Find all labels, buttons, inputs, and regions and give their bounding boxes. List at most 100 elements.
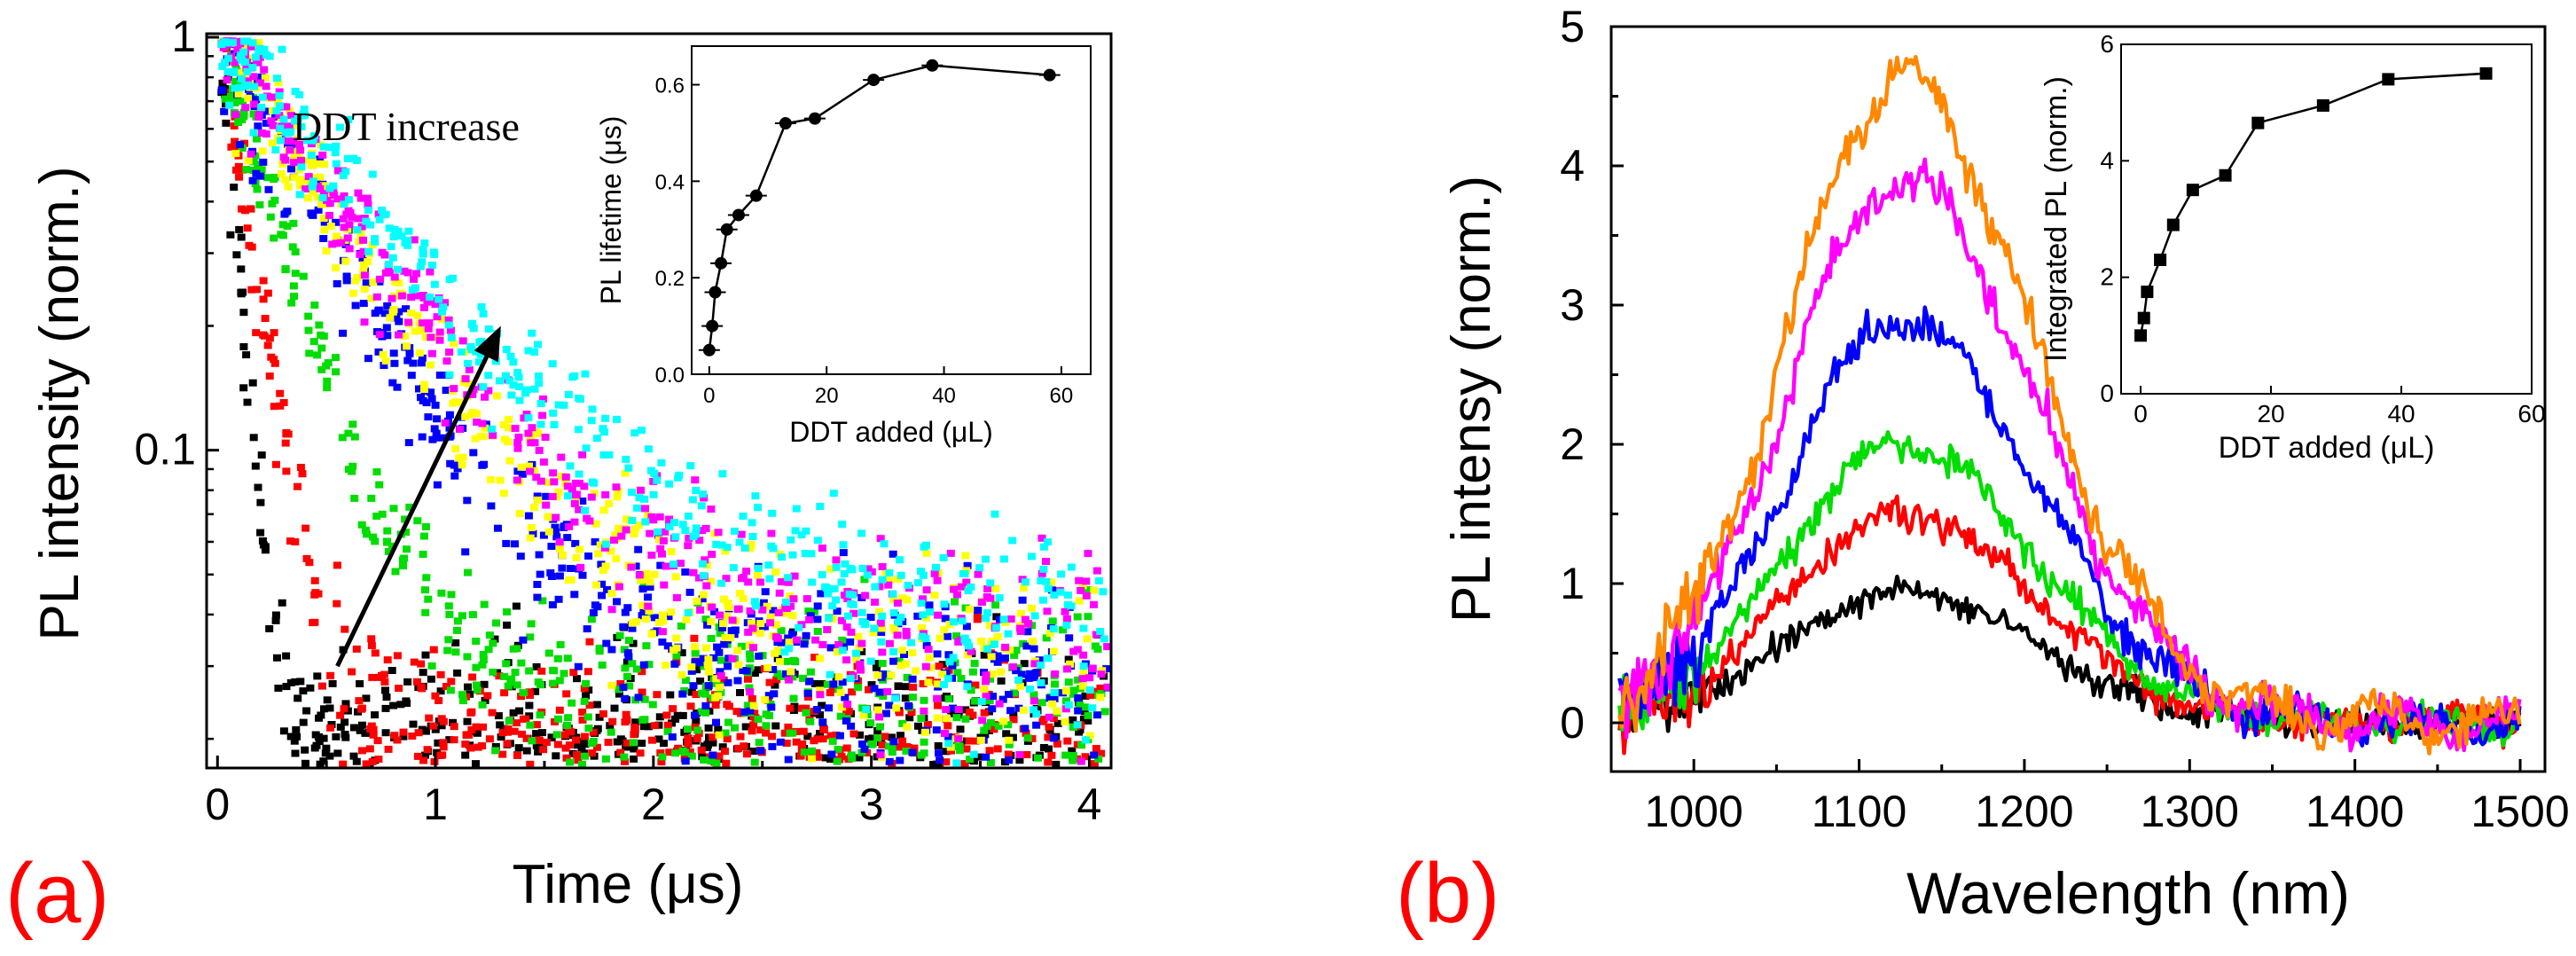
decay-point (330, 192, 339, 200)
decay-point (374, 348, 383, 356)
decay-point (997, 668, 1006, 676)
decay-point (575, 426, 583, 434)
decay-point (301, 759, 309, 767)
decay-point (296, 182, 305, 190)
decay-point (275, 88, 284, 96)
decay-point (512, 602, 521, 610)
decay-point (707, 757, 716, 764)
decay-point (965, 606, 974, 614)
decay-point (857, 639, 866, 647)
decay-point (967, 584, 975, 591)
decay-point (699, 490, 708, 498)
decay-point (429, 646, 438, 654)
decay-point (774, 609, 783, 616)
decay-point (715, 684, 724, 691)
decay-point (313, 193, 322, 201)
decay-point (1050, 694, 1059, 702)
decay-point (325, 752, 334, 760)
decay-point (735, 538, 744, 546)
inset-x-tick-label: 60 (1050, 384, 1074, 408)
decay-point (251, 462, 260, 470)
decay-point (368, 757, 377, 765)
decay-point (528, 424, 536, 432)
spectrum-line-6 (1617, 54, 2522, 756)
inset-point (715, 256, 728, 270)
decay-point (503, 608, 512, 615)
decay-point (933, 680, 942, 688)
decay-point (804, 693, 812, 701)
decay-point (542, 492, 551, 500)
decay-point (278, 45, 286, 53)
decay-point (530, 349, 539, 356)
y-tick-label: 1 (171, 12, 196, 61)
decay-point (503, 740, 512, 748)
decay-point (714, 692, 723, 700)
decay-point (517, 693, 526, 701)
inset-y-tick-label: 0.6 (655, 74, 685, 98)
decay-point (977, 698, 986, 706)
decay-point (892, 704, 901, 712)
decay-point (991, 601, 1000, 609)
decay-point (685, 748, 694, 756)
decay-point (744, 578, 753, 586)
decay-point (909, 683, 918, 691)
decay-point (1051, 670, 1060, 678)
decay-point (1048, 700, 1057, 708)
decay-point (721, 729, 730, 737)
decay-point (1078, 682, 1087, 690)
decay-point (849, 591, 857, 599)
decay-point (255, 79, 264, 87)
decay-point (385, 224, 394, 232)
decay-point (842, 623, 851, 631)
decay-point (583, 625, 591, 633)
decay-point (295, 191, 304, 199)
decay-point (527, 524, 536, 531)
decay-point (1008, 537, 1017, 545)
decay-point (1061, 717, 1069, 725)
decay-point (282, 652, 291, 660)
decay-point (1064, 655, 1073, 663)
decay-point (401, 333, 410, 340)
decay-point (1026, 670, 1035, 678)
decay-point (771, 722, 780, 730)
decay-point (655, 513, 664, 521)
decay-point (957, 675, 966, 683)
decay-point (415, 349, 424, 357)
decay-point (550, 420, 559, 428)
decay-point (450, 461, 458, 469)
decay-point (273, 654, 281, 662)
decay-point (555, 545, 564, 552)
decay-point (1053, 707, 1061, 715)
decay-point (419, 532, 428, 540)
inset-x-tick-label: 40 (2387, 400, 2415, 427)
decay-point (613, 738, 622, 746)
decay-point (240, 139, 248, 147)
decay-point (270, 234, 278, 242)
decay-point (578, 709, 587, 716)
decay-point (746, 650, 754, 658)
decay-point (748, 619, 756, 627)
decay-point (402, 529, 410, 537)
decay-point (653, 476, 662, 484)
decay-point (1085, 686, 1094, 694)
decay-point (1067, 563, 1076, 571)
decay-point (920, 728, 929, 736)
decay-point (873, 734, 882, 742)
decay-point (284, 137, 293, 145)
decay-point (554, 595, 563, 603)
decay-point (622, 739, 631, 747)
decay-point (1004, 630, 1013, 638)
decay-point (488, 425, 497, 433)
decay-point (646, 584, 654, 592)
decay-point (701, 615, 710, 623)
decay-point (514, 373, 523, 381)
decay-point (944, 695, 953, 703)
decay-point (249, 434, 258, 442)
decay-point (756, 747, 765, 755)
decay-point (231, 142, 239, 150)
decay-point (675, 471, 684, 479)
decay-point (348, 289, 357, 297)
decay-point (515, 510, 524, 518)
decay-point (237, 265, 246, 273)
decay-point (385, 269, 394, 277)
